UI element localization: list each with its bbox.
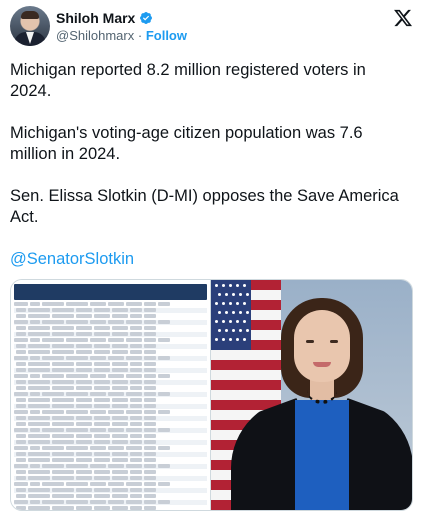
spreadsheet-row	[14, 350, 207, 355]
spreadsheet-row	[14, 386, 207, 391]
author-name-row: Shiloh Marx	[56, 10, 153, 26]
avatar[interactable]	[10, 6, 50, 46]
spreadsheet-row	[14, 464, 207, 469]
spreadsheet-row	[14, 308, 207, 313]
mention-link[interactable]: @SenatorSlotkin	[10, 250, 135, 268]
spreadsheet-row	[14, 356, 207, 361]
spreadsheet-row	[14, 458, 207, 463]
spreadsheet-row	[14, 428, 207, 433]
spreadsheet-row	[14, 326, 207, 331]
spreadsheet-row	[14, 404, 207, 409]
spreadsheet-row	[14, 374, 207, 379]
spreadsheet-row	[14, 314, 207, 319]
spreadsheet-row	[14, 452, 207, 457]
x-logo-icon[interactable]	[393, 8, 413, 28]
spreadsheet-row	[14, 380, 207, 385]
spreadsheet-row	[14, 302, 207, 307]
tweet-paragraph: Sen. Elissa Slotkin (D-MI) opposes the S…	[10, 187, 399, 226]
spreadsheet-row	[14, 494, 207, 499]
flag-canton	[211, 280, 251, 350]
spreadsheet-row	[14, 344, 207, 349]
tweet-paragraph: Michigan's voting-age citizen population…	[10, 124, 363, 163]
spreadsheet-row	[14, 506, 207, 510]
spreadsheet-row	[14, 500, 207, 505]
spreadsheet-row	[14, 470, 207, 475]
spreadsheet-row	[14, 416, 207, 421]
spreadsheet-row	[14, 488, 207, 493]
spreadsheet-header-row	[14, 284, 207, 300]
spreadsheet-row	[14, 410, 207, 415]
author-handle[interactable]: @Shilohmarx	[56, 28, 135, 43]
author-handle-row: @Shilohmarx · Follow	[56, 28, 187, 43]
spreadsheet-row	[14, 440, 207, 445]
spreadsheet-row	[14, 368, 207, 373]
spreadsheet-row	[14, 320, 207, 325]
spreadsheet-row	[14, 476, 207, 481]
spreadsheet-row	[14, 482, 207, 487]
spreadsheet-row	[14, 338, 207, 343]
author-display-name[interactable]: Shiloh Marx	[56, 10, 136, 26]
tweet-body: Michigan reported 8.2 million registered…	[10, 60, 410, 291]
tweet-header: Shiloh Marx @Shilohmarx · Follow	[10, 6, 413, 50]
spreadsheet-row	[14, 398, 207, 403]
separator-dot: ·	[137, 28, 143, 43]
verified-badge-icon	[140, 12, 153, 24]
spreadsheet-row	[14, 392, 207, 397]
spreadsheet-row	[14, 422, 207, 427]
spreadsheet-image[interactable]	[11, 280, 211, 510]
spreadsheet-row	[14, 332, 207, 337]
portrait-face	[294, 310, 350, 382]
spreadsheet-row	[14, 446, 207, 451]
spreadsheet-row	[14, 362, 207, 367]
follow-button[interactable]: Follow	[145, 28, 187, 43]
tweet-media[interactable]	[10, 279, 413, 511]
spreadsheet-row	[14, 434, 207, 439]
portrait-image[interactable]	[211, 280, 412, 510]
tweet-paragraph: Michigan reported 8.2 million registered…	[10, 61, 366, 100]
